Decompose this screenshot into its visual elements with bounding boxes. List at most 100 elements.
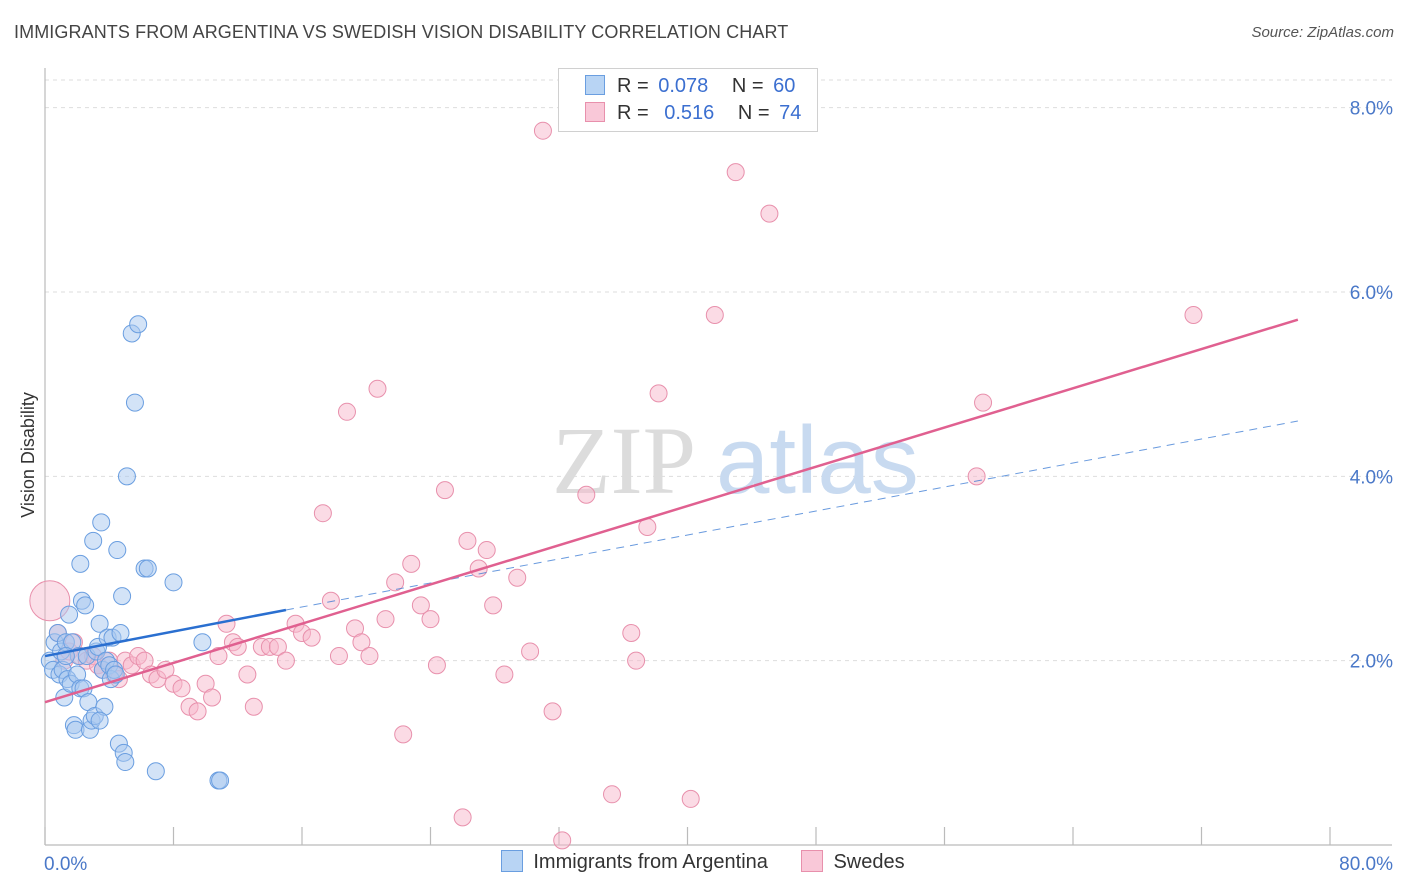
argentina-point	[76, 596, 95, 615]
legend-swatch-swedes	[801, 850, 824, 872]
swedes-point	[386, 573, 405, 592]
swedes-point	[360, 647, 379, 666]
argentina-trend-line	[44, 608, 287, 658]
swedes-point	[495, 665, 514, 684]
argentina-point	[108, 541, 127, 560]
swedes-point	[553, 831, 572, 850]
argentina-point	[146, 762, 165, 781]
legend-r-value: 0.516	[664, 102, 715, 124]
argentina-point	[60, 605, 79, 624]
swedes-point	[543, 702, 562, 721]
legend-row-swedes: R = 0.516 N = 74	[585, 102, 801, 128]
source-label: Source: ZipAtlas.com	[1251, 24, 1394, 41]
swedes-point	[1184, 306, 1203, 325]
swedes-point	[427, 656, 446, 675]
watermark: ZIP atlas	[552, 407, 919, 514]
swedes-point	[217, 614, 236, 633]
chart-title: IMMIGRANTS FROM ARGENTINA VS SWEDISH VIS…	[14, 22, 789, 42]
argentina-point	[92, 513, 111, 532]
swedes-point	[627, 651, 646, 670]
argentina-trend-extension	[285, 420, 1298, 611]
swedes-point	[477, 541, 496, 560]
swedes-point	[533, 121, 552, 140]
x-tick-label: 80.0%	[1339, 854, 1393, 875]
argentina-point	[211, 771, 230, 790]
swedes-point	[435, 481, 454, 500]
swedes-point	[376, 610, 395, 629]
swedes-point	[760, 204, 779, 223]
x-tick-label: 0.0%	[44, 854, 87, 875]
swedes-point	[203, 688, 222, 707]
swedes-point	[622, 624, 641, 643]
swedes-point	[967, 467, 986, 486]
swedes-point	[329, 647, 348, 666]
swedes-point	[313, 504, 332, 523]
correlation-legend: R = 0.078 N = 60 R = 0.516 N = 74	[558, 68, 818, 132]
legend-n-value: 60	[773, 75, 796, 97]
swedes-point	[521, 642, 540, 661]
swedes-points	[29, 121, 1203, 850]
axes	[44, 68, 1392, 846]
argentina-point	[164, 573, 183, 592]
swedes-point	[394, 725, 413, 744]
watermark-atlas: atlas	[716, 407, 919, 514]
legend-n-value: 74	[779, 102, 802, 124]
swedes-point	[209, 647, 228, 666]
swedes-point	[368, 379, 387, 398]
swedes-point	[705, 306, 724, 325]
legend-label-swedes: Swedes	[833, 851, 905, 873]
swedes-point	[244, 697, 263, 716]
swedes-point	[726, 163, 745, 182]
swedes-point	[508, 568, 527, 587]
swedes-point	[402, 554, 421, 573]
legend-row-argentina: R = 0.078 N = 60	[585, 75, 795, 101]
swedes-point	[681, 789, 700, 808]
argentina-point	[125, 393, 144, 412]
argentina-point	[90, 711, 109, 730]
swedes-point	[458, 531, 477, 550]
argentina-point	[113, 587, 132, 606]
swedes-point	[268, 637, 287, 656]
trend-lines	[44, 318, 1299, 704]
swedes-point	[172, 679, 191, 698]
y-axis-label: Vision Disability	[18, 392, 38, 518]
tick-labels: 2.0% 4.0% 6.0% 8.0% 0.0% 80.0%	[44, 99, 1393, 875]
swedes-point	[352, 633, 371, 652]
series-legend: Immigrants from Argentina Swedes	[0, 850, 1406, 874]
argentina-point	[138, 559, 157, 578]
argentina-point	[193, 633, 212, 652]
swedes-point	[302, 628, 321, 647]
swedes-point	[411, 596, 430, 615]
swedes-point	[484, 596, 503, 615]
legend-swatch-swedes	[585, 102, 605, 122]
argentina-point	[116, 753, 135, 772]
swedes-point	[603, 785, 622, 804]
legend-n-label: N =	[731, 75, 764, 97]
swedes-trend-line	[44, 318, 1299, 704]
swedes-point	[649, 384, 668, 403]
swedes-point	[453, 808, 472, 827]
swedes-point	[276, 651, 295, 670]
watermark-zip: ZIP	[552, 407, 696, 514]
legend-item-argentina: Immigrants from Argentina	[501, 850, 768, 874]
legend-swatch-argentina	[585, 75, 605, 95]
swedes-point	[188, 702, 207, 721]
y-tick-label: 4.0%	[1350, 467, 1393, 488]
legend-r-value: 0.078	[658, 75, 709, 97]
swedes-point	[974, 393, 993, 412]
y-tick-label: 8.0%	[1350, 99, 1393, 120]
argentina-point	[129, 315, 148, 334]
legend-label-argentina: Immigrants from Argentina	[533, 851, 768, 873]
swedes-point	[29, 580, 71, 622]
swedes-point	[321, 591, 340, 610]
swedes-point	[238, 665, 257, 684]
argentina-point	[111, 624, 130, 643]
legend-r-label: R =	[617, 75, 649, 97]
legend-n-label: N =	[737, 102, 770, 124]
y-tick-label: 2.0%	[1350, 652, 1393, 673]
swedes-point	[421, 610, 440, 629]
swedes-point	[337, 402, 356, 421]
swedes-point	[577, 485, 596, 504]
gridlines	[45, 79, 1392, 662]
